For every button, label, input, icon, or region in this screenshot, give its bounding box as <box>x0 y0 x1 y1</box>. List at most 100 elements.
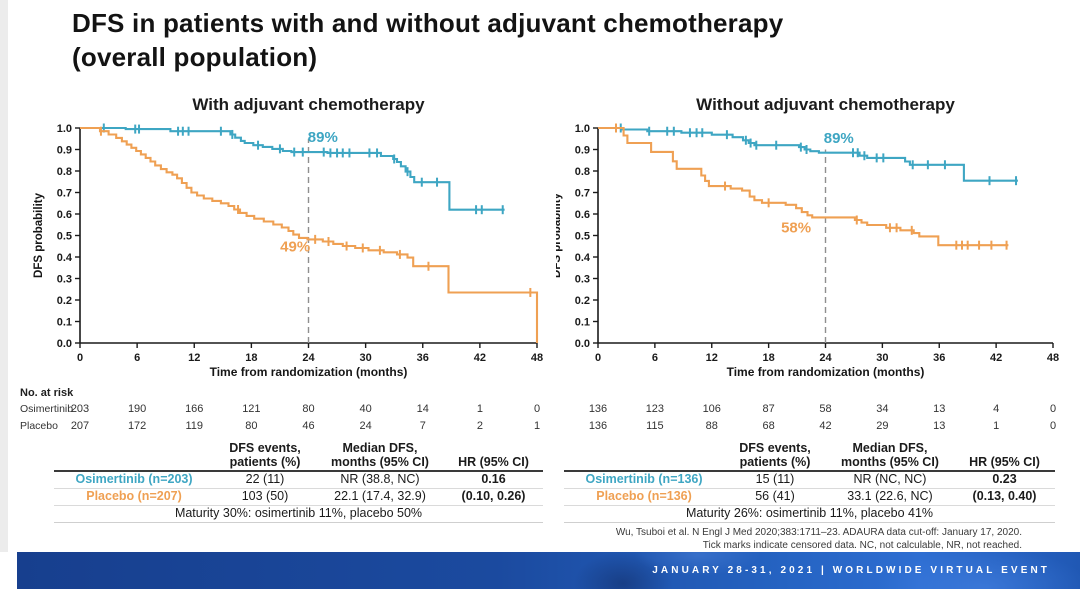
risk-count: 88 <box>705 420 718 432</box>
table-row-placebo: Placebo (n=136) 56 (41) 33.1 (22.6, NC) … <box>564 489 1055 506</box>
footnote-citation: Wu, Tsuboi et al. N Engl J Med 2020;383:… <box>615 527 1022 538</box>
y-tick-label: 0.9 <box>575 145 590 157</box>
hr-value: 0.16 <box>481 472 506 487</box>
x-tick-label: 42 <box>990 352 1002 364</box>
x-tick-label: 36 <box>417 352 429 364</box>
y-tick-label: 0.8 <box>57 166 72 178</box>
footnote-abbreviations: Tick marks indicate censored data. NC, n… <box>702 539 1022 551</box>
dfs-events-value: 22 (11) <box>245 472 285 487</box>
y-tick-label: 0.7 <box>575 188 590 200</box>
risk-count: 119 <box>185 420 204 432</box>
arm-label-placebo: Placebo (n=207) <box>86 489 182 504</box>
km-curve-osimertinib <box>598 126 1018 182</box>
x-tick-label: 30 <box>876 352 888 364</box>
summary-table-header: DFS events, patients (%) Median DFS, mon… <box>54 441 543 472</box>
y-tick-label: 0.2 <box>57 295 72 307</box>
risk-count: 123 <box>645 403 665 415</box>
risk-count: 0 <box>1049 420 1057 432</box>
x-tick-label: 24 <box>819 352 832 364</box>
maturity-note: Maturity 30%: osimertinib 11%, placebo 5… <box>54 506 543 523</box>
risk-count: 7 <box>419 420 426 432</box>
y-tick-label: 0.6 <box>57 209 72 221</box>
risk-count: 166 <box>185 403 204 415</box>
summary-table-without-chemo: DFS events, patients (%) Median DFS, mon… <box>564 441 1055 523</box>
x-tick-label: 18 <box>245 352 257 364</box>
x-axis-title: Time from randomization (months) <box>210 365 408 379</box>
y-tick-label: 0.0 <box>575 338 590 350</box>
risk-count: 207 <box>70 420 90 432</box>
chart-title-without-chemo: Without adjuvant chemotherapy <box>696 95 955 114</box>
risk-count: 2 <box>476 420 483 432</box>
risk-count: 80 <box>302 403 315 415</box>
dfs-events-value: 15 (11) <box>755 472 795 487</box>
risk-count: 29 <box>876 420 889 432</box>
median-dfs-value: NR (NC, NC) <box>853 472 927 487</box>
y-tick-label: 1.0 <box>575 123 590 135</box>
hr-value: 0.23 <box>992 472 1017 487</box>
x-tick-label: 12 <box>188 352 200 364</box>
y-tick-label: 0.9 <box>57 145 72 157</box>
event-banner: JANUARY 28-31, 2021 | WORLDWIDE VIRTUAL … <box>17 552 1080 589</box>
y-tick-label: 0.5 <box>575 231 590 243</box>
median-dfs-value: 22.1 (17.4, 32.9) <box>334 489 426 504</box>
table-row-osimertinib: Osimertinib (n=203) 22 (11) NR (38.8, NC… <box>54 472 543 489</box>
risk-row-label: Osimertinib <box>20 403 74 415</box>
summary-table-header: DFS events, patients (%) Median DFS, mon… <box>564 441 1055 472</box>
risk-count: 24 <box>359 420 372 432</box>
dfs-events-value: 103 (50) <box>241 489 289 504</box>
risk-count: 0 <box>533 403 541 415</box>
y-tick-label: 1.0 <box>57 123 72 135</box>
risk-count: 42 <box>819 420 832 432</box>
risk-count: 106 <box>702 403 721 415</box>
risk-count: 190 <box>127 403 147 415</box>
chart-title-with-chemo: With adjuvant chemotherapy <box>192 95 425 114</box>
x-tick-label: 24 <box>302 352 315 364</box>
x-tick-label: 6 <box>134 352 140 364</box>
risk-count: 172 <box>127 420 147 432</box>
x-tick-label: 0 <box>595 352 601 364</box>
risk-count: 68 <box>762 420 775 432</box>
risk-count: 13 <box>933 420 946 432</box>
landmark-label-osimertinib: 89% <box>824 130 854 147</box>
no-at-risk-label: No. at risk <box>20 387 74 399</box>
risk-count: 4 <box>993 403 1000 415</box>
x-tick-label: 36 <box>933 352 945 364</box>
arm-label-placebo: Placebo (n=136) <box>596 489 692 504</box>
slide-title-line2: (overall population) <box>72 42 318 72</box>
slide-title: DFS in patients with and without adjuvan… <box>72 6 783 74</box>
y-tick-label: 0.6 <box>575 209 590 221</box>
x-axis-title: Time from randomization (months) <box>727 365 925 379</box>
y-axis-title: DFS probability <box>33 192 45 278</box>
risk-count: 14 <box>416 403 429 415</box>
landmark-label-placebo: 49% <box>280 239 310 256</box>
risk-count: 121 <box>242 403 261 415</box>
dfs-events-value: 56 (41) <box>755 489 795 504</box>
risk-count: 34 <box>876 403 889 415</box>
x-tick-label: 12 <box>706 352 718 364</box>
footnote: Wu, Tsuboi et al. N Engl J Med 2020;383:… <box>616 527 1022 552</box>
header-median-dfs: Median DFS, months (95% CI) <box>841 441 939 469</box>
risk-count: 136 <box>588 420 608 432</box>
risk-count: 87 <box>762 403 775 415</box>
risk-row-label: Placebo <box>20 420 58 432</box>
km-curve-osimertinib <box>80 126 505 211</box>
y-tick-label: 0.4 <box>57 252 73 264</box>
y-tick-label: 0.3 <box>57 274 72 286</box>
landmark-label-placebo: 58% <box>781 219 811 236</box>
hr-ci-value: (0.13, 0.40) <box>972 489 1037 504</box>
hr-ci-value: (0.10, 0.26) <box>461 489 526 504</box>
risk-count: 203 <box>70 403 90 415</box>
median-dfs-value: NR (38.8, NC) <box>340 472 420 487</box>
arm-label-osimertinib: Osimertinib (n=136) <box>585 472 703 487</box>
risk-count: 80 <box>245 420 258 432</box>
event-banner-text: JANUARY 28-31, 2021 | WORLDWIDE VIRTUAL … <box>652 565 1050 576</box>
x-tick-label: 48 <box>1047 352 1059 364</box>
risk-count: 1 <box>533 420 541 432</box>
maturity-note: Maturity 26%: osimertinib 11%, placebo 4… <box>564 506 1055 523</box>
x-tick-label: 0 <box>77 352 83 364</box>
risk-count: 1 <box>993 420 1000 432</box>
y-tick-label: 0.1 <box>575 317 590 329</box>
x-tick-label: 42 <box>474 352 486 364</box>
x-tick-label: 48 <box>531 352 543 364</box>
